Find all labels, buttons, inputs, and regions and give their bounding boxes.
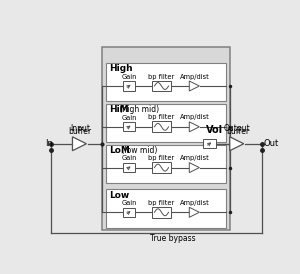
Text: Gain: Gain [121, 74, 136, 80]
Text: buffer: buffer [226, 127, 249, 136]
FancyBboxPatch shape [203, 139, 216, 149]
FancyBboxPatch shape [102, 47, 230, 230]
Text: buffer: buffer [69, 127, 92, 136]
Text: Amp/dist: Amp/dist [180, 200, 210, 206]
FancyBboxPatch shape [152, 121, 171, 132]
Polygon shape [189, 207, 200, 217]
Text: Gain: Gain [121, 200, 136, 206]
Text: (high mid): (high mid) [117, 105, 160, 114]
FancyBboxPatch shape [106, 104, 226, 142]
Text: Out: Out [263, 139, 278, 148]
Polygon shape [73, 137, 86, 151]
Text: High: High [110, 64, 133, 73]
Text: bp filter: bp filter [148, 115, 175, 121]
Text: Amp/dist: Amp/dist [180, 74, 210, 80]
Text: Low: Low [110, 191, 130, 200]
FancyBboxPatch shape [152, 207, 171, 218]
Text: Amp/dist: Amp/dist [180, 115, 210, 121]
Polygon shape [189, 163, 200, 173]
Text: bp filter: bp filter [148, 200, 175, 206]
Text: Gain: Gain [121, 155, 136, 161]
FancyBboxPatch shape [123, 208, 135, 217]
Text: HiM: HiM [110, 105, 129, 114]
FancyBboxPatch shape [123, 81, 135, 91]
FancyBboxPatch shape [152, 162, 171, 173]
FancyBboxPatch shape [106, 144, 226, 183]
Text: bp filter: bp filter [148, 74, 175, 80]
Text: In: In [45, 139, 53, 148]
Text: Gain: Gain [121, 115, 136, 121]
Polygon shape [230, 137, 244, 151]
Polygon shape [189, 81, 200, 91]
Text: bp filter: bp filter [148, 155, 175, 161]
Text: Vol: Vol [206, 125, 224, 135]
Polygon shape [189, 122, 200, 132]
FancyBboxPatch shape [123, 163, 135, 172]
Text: True bypass: True bypass [149, 234, 195, 243]
Text: Output: Output [224, 124, 251, 133]
Text: Amp/dist: Amp/dist [180, 155, 210, 161]
FancyBboxPatch shape [106, 189, 226, 228]
Text: (low mid): (low mid) [119, 146, 157, 155]
Text: Input: Input [70, 124, 90, 133]
FancyBboxPatch shape [152, 81, 171, 92]
FancyBboxPatch shape [123, 122, 135, 132]
Text: LoM: LoM [110, 146, 130, 155]
FancyBboxPatch shape [106, 63, 226, 101]
